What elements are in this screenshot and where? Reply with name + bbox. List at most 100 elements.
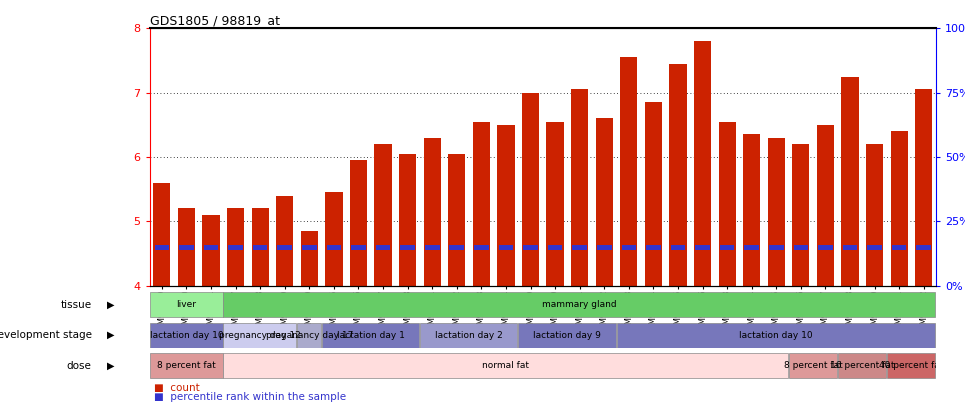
Bar (424, 138, 441, 286)
Bar (278, 245, 292, 250)
Bar (326, 245, 342, 250)
Bar (400, 154, 416, 286)
Bar (253, 245, 267, 250)
Bar (595, 118, 613, 286)
Bar (150, 292, 223, 318)
Bar (297, 322, 320, 348)
Text: mammary gland: mammary gland (542, 300, 617, 309)
Text: pregnancy day 12: pregnancy day 12 (219, 330, 301, 340)
Bar (204, 245, 218, 250)
Bar (842, 245, 857, 250)
Text: 8 percent fat: 8 percent fat (784, 361, 842, 370)
Bar (321, 322, 419, 348)
Bar (768, 138, 785, 286)
Bar (917, 245, 931, 250)
Bar (719, 122, 735, 286)
Bar (818, 245, 833, 250)
Bar (518, 322, 616, 348)
Text: lactation day 10: lactation day 10 (150, 330, 223, 340)
Bar (788, 353, 837, 378)
Bar (203, 215, 220, 286)
Text: lactation day 9: lactation day 9 (534, 330, 601, 340)
Bar (450, 245, 464, 250)
Bar (720, 245, 734, 250)
Text: GDS1805 / 98819_at: GDS1805 / 98819_at (150, 14, 280, 27)
Bar (915, 90, 932, 286)
Bar (153, 183, 171, 286)
Bar (769, 245, 784, 250)
Bar (647, 245, 661, 250)
Bar (695, 245, 710, 250)
Bar (522, 93, 539, 286)
Bar (150, 353, 223, 378)
Bar (425, 245, 439, 250)
Bar (154, 245, 169, 250)
Bar (276, 196, 293, 286)
Bar (302, 245, 317, 250)
Bar (499, 245, 513, 250)
Bar (841, 77, 859, 286)
Text: tissue: tissue (61, 300, 92, 310)
Bar (229, 245, 243, 250)
Bar (617, 322, 935, 348)
Text: lactation day 2: lactation day 2 (435, 330, 503, 340)
Text: ▶: ▶ (107, 360, 115, 371)
Text: 16 percent fat: 16 percent fat (830, 361, 895, 370)
Bar (325, 192, 343, 286)
Bar (597, 245, 612, 250)
Bar (375, 245, 391, 250)
Bar (868, 245, 882, 250)
Bar (374, 144, 392, 286)
Text: lactation day 1: lactation day 1 (337, 330, 404, 340)
Bar (621, 245, 636, 250)
Bar (179, 245, 194, 250)
Bar (620, 57, 638, 286)
Bar (887, 353, 935, 378)
Bar (351, 245, 366, 250)
Bar (548, 245, 563, 250)
Bar (793, 245, 808, 250)
Bar (178, 208, 195, 286)
Bar (571, 90, 589, 286)
Bar (301, 231, 317, 286)
Text: ■  count: ■ count (154, 383, 200, 392)
Text: preganancy day 17: preganancy day 17 (265, 330, 353, 340)
Bar (743, 134, 760, 286)
Bar (150, 322, 223, 348)
Text: ▶: ▶ (107, 330, 115, 340)
Text: liver: liver (177, 300, 197, 309)
Bar (891, 131, 908, 286)
Bar (223, 322, 296, 348)
Bar (838, 353, 886, 378)
Text: 40 percent fat: 40 percent fat (879, 361, 944, 370)
Text: dose: dose (67, 360, 92, 371)
Bar (572, 245, 587, 250)
Bar (645, 102, 662, 286)
Bar (671, 245, 685, 250)
Bar (694, 41, 711, 286)
Bar (670, 64, 686, 286)
Bar (546, 122, 564, 286)
Bar (227, 208, 244, 286)
Bar (816, 125, 834, 286)
Bar (744, 245, 759, 250)
Bar (497, 125, 514, 286)
Bar (252, 208, 269, 286)
Bar (523, 245, 538, 250)
Text: development stage: development stage (0, 330, 92, 340)
Bar (792, 144, 810, 286)
Text: 8 percent fat: 8 percent fat (157, 361, 216, 370)
Text: ▶: ▶ (107, 300, 115, 310)
Bar (892, 245, 906, 250)
Bar (350, 160, 367, 286)
Text: lactation day 10: lactation day 10 (739, 330, 813, 340)
Bar (474, 245, 488, 250)
Bar (223, 353, 787, 378)
Bar (473, 122, 490, 286)
Bar (448, 154, 465, 286)
Bar (420, 322, 517, 348)
Bar (866, 144, 883, 286)
Text: ■  percentile rank within the sample: ■ percentile rank within the sample (154, 392, 346, 402)
Bar (400, 245, 415, 250)
Text: normal fat: normal fat (482, 361, 530, 370)
